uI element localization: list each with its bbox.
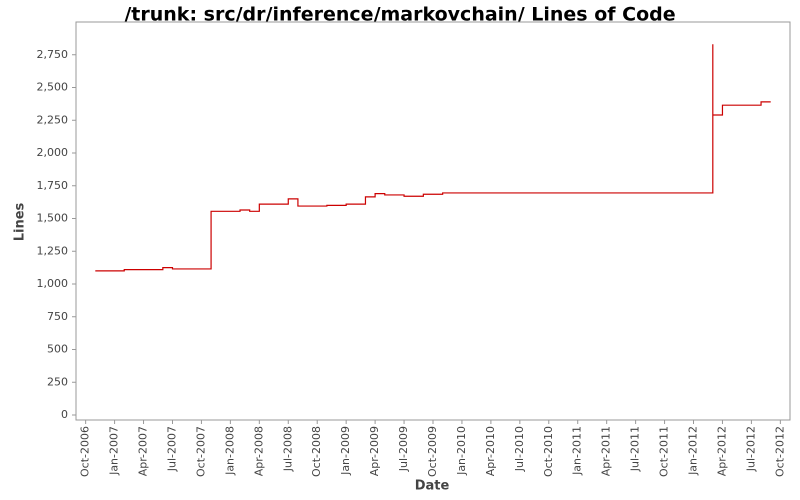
y-tick-label: 1,250 bbox=[37, 244, 69, 257]
y-axis-label: Lines bbox=[13, 202, 28, 241]
step-line bbox=[95, 44, 771, 272]
y-tick-label: 750 bbox=[47, 310, 68, 323]
x-tick-label: Apr-2007 bbox=[137, 426, 150, 476]
y-tick-label: 0 bbox=[61, 408, 68, 421]
x-tick-label: Oct-2011 bbox=[658, 426, 671, 477]
x-tick-label: Jul-2011 bbox=[629, 426, 642, 472]
x-tick-label: Jul-2007 bbox=[165, 426, 178, 472]
y-tick-label: 2,250 bbox=[37, 113, 69, 126]
y-tick-label: 2,000 bbox=[37, 146, 69, 159]
x-tick-label: Jan-2008 bbox=[223, 426, 236, 476]
x-tick-label: Oct-2008 bbox=[310, 426, 323, 477]
x-tick-label: Apr-2010 bbox=[484, 426, 497, 476]
x-tick-label: Apr-2011 bbox=[600, 426, 613, 476]
x-tick-label: Jan-2010 bbox=[455, 426, 468, 476]
x-axis-label: Date bbox=[415, 479, 450, 494]
y-tick-label: 250 bbox=[47, 375, 68, 388]
x-tick-label: Apr-2009 bbox=[368, 426, 381, 476]
y-tick-label: 500 bbox=[47, 343, 68, 356]
x-tick-label: Jul-2012 bbox=[744, 426, 757, 472]
plot-frame bbox=[75, 21, 791, 421]
x-tick-label: Oct-2007 bbox=[194, 426, 207, 477]
x-tick-label: Apr-2008 bbox=[252, 426, 265, 476]
x-tick-label: Oct-2006 bbox=[79, 426, 92, 477]
x-tick-label: Jan-2012 bbox=[687, 426, 700, 476]
y-tick-label: 1,750 bbox=[37, 179, 69, 192]
y-tick-label: 1,000 bbox=[37, 277, 69, 290]
x-tick-label: Oct-2012 bbox=[773, 426, 786, 477]
y-tick-label: 2,750 bbox=[37, 48, 69, 61]
x-tick-label: Jan-2009 bbox=[339, 426, 352, 476]
x-tick-label: Oct-2010 bbox=[542, 426, 555, 477]
x-tick-label: Jul-2008 bbox=[281, 426, 294, 472]
x-tick-label: Jul-2010 bbox=[513, 426, 526, 472]
x-tick-label: Apr-2012 bbox=[715, 426, 728, 476]
x-tick-label: Oct-2009 bbox=[426, 426, 439, 477]
x-tick-label: Jul-2009 bbox=[397, 426, 410, 472]
y-tick-label: 1,500 bbox=[37, 212, 69, 225]
x-tick-label: Jan-2007 bbox=[108, 426, 121, 476]
chart-title: /trunk: src/dr/inference/markovchain/ Li… bbox=[124, 4, 675, 26]
x-tick-label: Jan-2011 bbox=[571, 426, 584, 476]
y-tick-label: 2,500 bbox=[37, 81, 69, 94]
